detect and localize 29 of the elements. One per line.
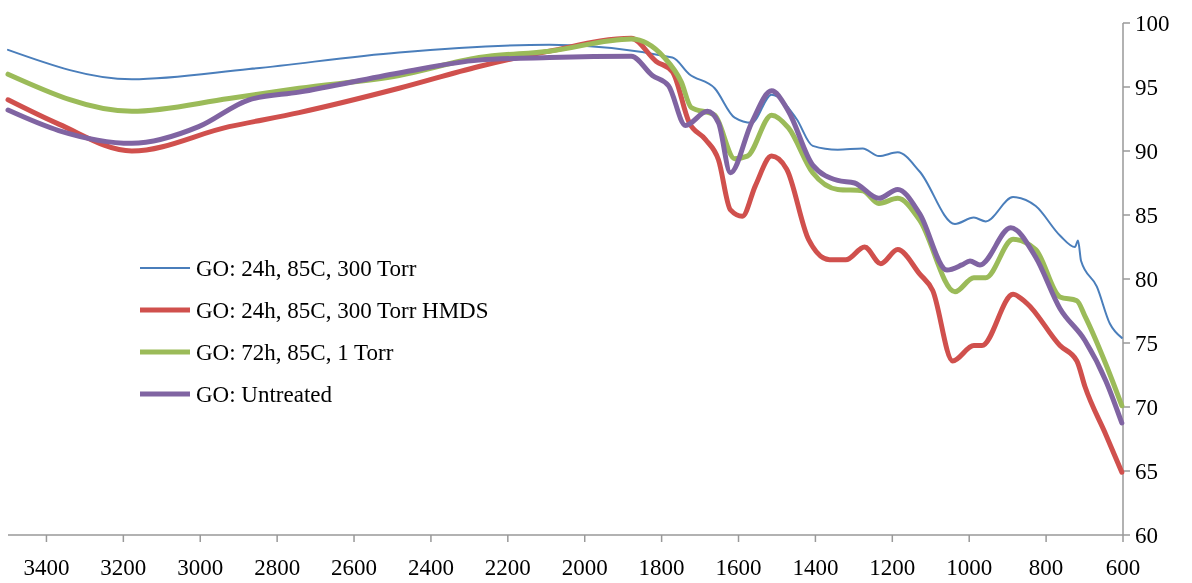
x-tick-label: 800	[1028, 555, 1064, 580]
x-tick-label: 600	[1105, 555, 1141, 580]
line-series	[7, 43, 1123, 339]
x-tick-label: 3000	[177, 555, 224, 580]
x-tick-label: 1400	[792, 555, 839, 580]
y-tick-label: 85	[1135, 203, 1158, 229]
x-tick-label: 2200	[484, 555, 531, 580]
y-tick-label: 75	[1135, 331, 1158, 357]
y-tick-label: 80	[1135, 267, 1158, 293]
legend-label: GO: 24h, 85C, 300 Torr	[196, 256, 417, 282]
x-tick-label: 2800	[254, 555, 301, 580]
x-tick-label: 2400	[407, 555, 454, 580]
y-tick-label: 90	[1135, 139, 1158, 165]
y-tick-label: 100	[1135, 11, 1170, 37]
y-tick-label: 60	[1135, 523, 1158, 549]
y-tick-label: 70	[1135, 395, 1158, 421]
x-tick-label: 2600	[331, 555, 378, 580]
y-tick-label: 95	[1135, 75, 1158, 101]
x-tick-label: 1200	[869, 555, 916, 580]
x-tick-label: 3400	[23, 555, 70, 580]
legend-label: GO: Untreated	[196, 382, 333, 408]
x-tick-label: 1800	[638, 555, 685, 580]
legend-label: GO: 72h, 85C, 1 Torr	[196, 340, 394, 366]
x-tick-label: 2000	[561, 555, 608, 580]
x-tick-label: 3200	[100, 555, 147, 580]
y-tick-label: 65	[1135, 459, 1158, 485]
legend-label: GO: 24h, 85C, 300 Torr HMDS	[196, 298, 489, 324]
x-tick-label: 1000	[946, 555, 993, 580]
x-tick-label: 1600	[715, 555, 762, 580]
